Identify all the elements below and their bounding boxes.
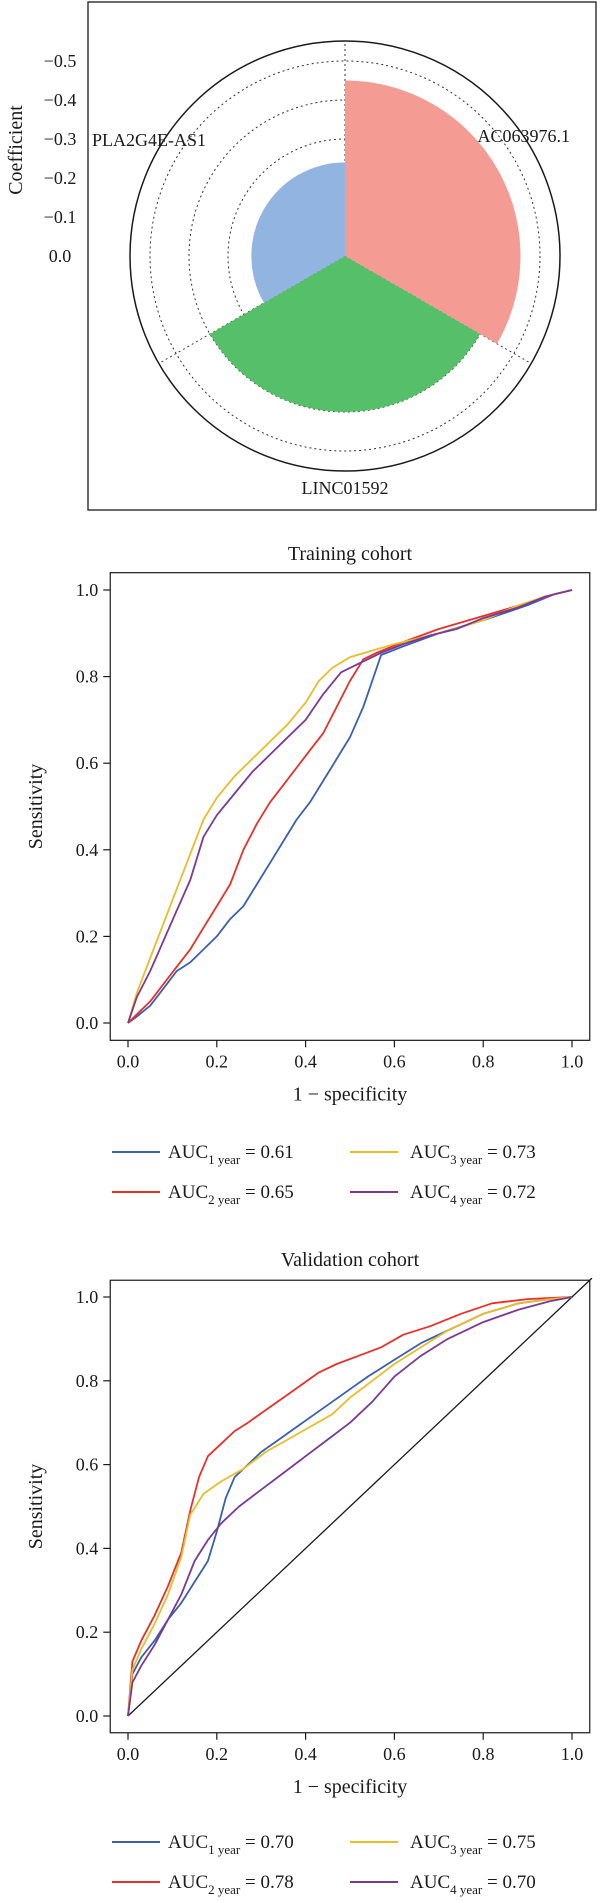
roc-curve-1-year [127, 589, 573, 1024]
radial-coefficient-chart: AC063976.1 LINC01592 PLA2G4E-AS1 0.0 −0.1 −0.… [5, 1, 597, 511]
roc-curve-4-year [127, 1296, 573, 1717]
sector-pla2g4e-as1 [251, 162, 345, 303]
y-axis-title: Sensitivity [25, 764, 47, 850]
x-tick-label: 0.4 [294, 1051, 317, 1071]
plot-frame [109, 572, 591, 1041]
legend-entry-3-year: AUC3 year = 0.73 [410, 1142, 536, 1167]
radial-tick-label: −0.2 [44, 168, 77, 188]
roc-curve-4-year [127, 589, 573, 1024]
x-tick-label: 0.6 [383, 1744, 406, 1764]
panel-frame [87, 1, 597, 511]
y-tick-label: 0.4 [76, 840, 99, 860]
x-tick-label: 0.8 [472, 1051, 495, 1071]
y-tick-label: 0.8 [76, 667, 99, 687]
x-tick-label: 1.0 [561, 1744, 584, 1764]
radial-tick-label: −0.1 [44, 207, 77, 227]
chart-title: Validation cohort [281, 1249, 420, 1271]
radial-tick-label: 0.0 [49, 246, 72, 266]
reference-diagonal [127, 1277, 593, 1717]
y-tick-label: 0.2 [76, 1622, 99, 1642]
roc-curve-2-year [127, 589, 573, 1024]
y-tick-label: 0.6 [76, 753, 99, 773]
training-roc-chart: Training cohort 0.0 0.2 0.4 0.6 0.8 1.0 0.0 0.2 0… [25, 543, 591, 1207]
category-label-linc01592: LINC01592 [302, 478, 389, 498]
y-tick-label: 0.6 [76, 1455, 99, 1475]
y-axis-title: Sensitivity [25, 1464, 47, 1550]
x-axis-title: 1 − specificity [293, 1083, 408, 1105]
roc-curve-2-year [127, 1296, 573, 1717]
y-tick-label: 0.0 [76, 1706, 99, 1726]
x-tick-label: 1.0 [561, 1051, 584, 1071]
y-tick-label: 0.4 [76, 1538, 99, 1558]
x-tick-label: 0.2 [206, 1744, 229, 1764]
legend-entry-4-year: AUC4 year = 0.72 [410, 1182, 536, 1207]
chart-title: Training cohort [288, 543, 413, 565]
sector-ac063976-1 [345, 80, 521, 344]
y-tick-label: 0.2 [76, 926, 99, 946]
category-label-ac063976-1: AC063976.1 [477, 126, 570, 146]
category-label-pla2g4e-as1: PLA2G4E-AS1 [92, 130, 206, 150]
radial-tick-label: −0.4 [44, 90, 77, 110]
legend-entry-2-year: AUC2 year = 0.78 [168, 1872, 294, 1897]
sector-linc01592 [209, 256, 481, 413]
y-tick-label: 1.0 [76, 580, 99, 600]
spoke-line [158, 255, 346, 364]
x-tick-label: 0.0 [117, 1051, 140, 1071]
roc-curve-3-year [127, 1296, 573, 1717]
y-tick-label: 0.0 [76, 1013, 99, 1033]
x-tick-label: 0.8 [472, 1744, 495, 1764]
grid-circle [149, 60, 541, 452]
validation-roc-chart: Validation cohort 0.0 0.2 0.4 0.6 0.8 1.0 0.0 0.… [25, 1249, 593, 1897]
y-tick-label: 0.8 [76, 1371, 99, 1391]
legend-entry-2-year: AUC2 year = 0.65 [168, 1182, 294, 1207]
x-tick-label: 0.0 [117, 1744, 140, 1764]
x-tick-label: 0.6 [383, 1051, 406, 1071]
legend-entry-1-year: AUC1 year = 0.61 [168, 1142, 294, 1167]
y-tick-label: 1.0 [76, 1287, 99, 1307]
radial-tick-label: −0.5 [44, 51, 77, 71]
legend-entry-1-year: AUC1 year = 0.70 [168, 1832, 294, 1857]
x-axis-title: 1 − specificity [293, 1776, 408, 1798]
outer-circle [129, 40, 561, 472]
legend-entry-3-year: AUC3 year = 0.75 [410, 1832, 536, 1857]
x-tick-label: 0.4 [294, 1744, 317, 1764]
legend-entry-4-year: AUC4 year = 0.70 [410, 1872, 536, 1897]
plot-frame [109, 1279, 591, 1734]
radial-tick-label: −0.3 [44, 129, 77, 149]
x-tick-label: 0.2 [206, 1051, 229, 1071]
y-axis-title: Coefficient [5, 105, 27, 195]
